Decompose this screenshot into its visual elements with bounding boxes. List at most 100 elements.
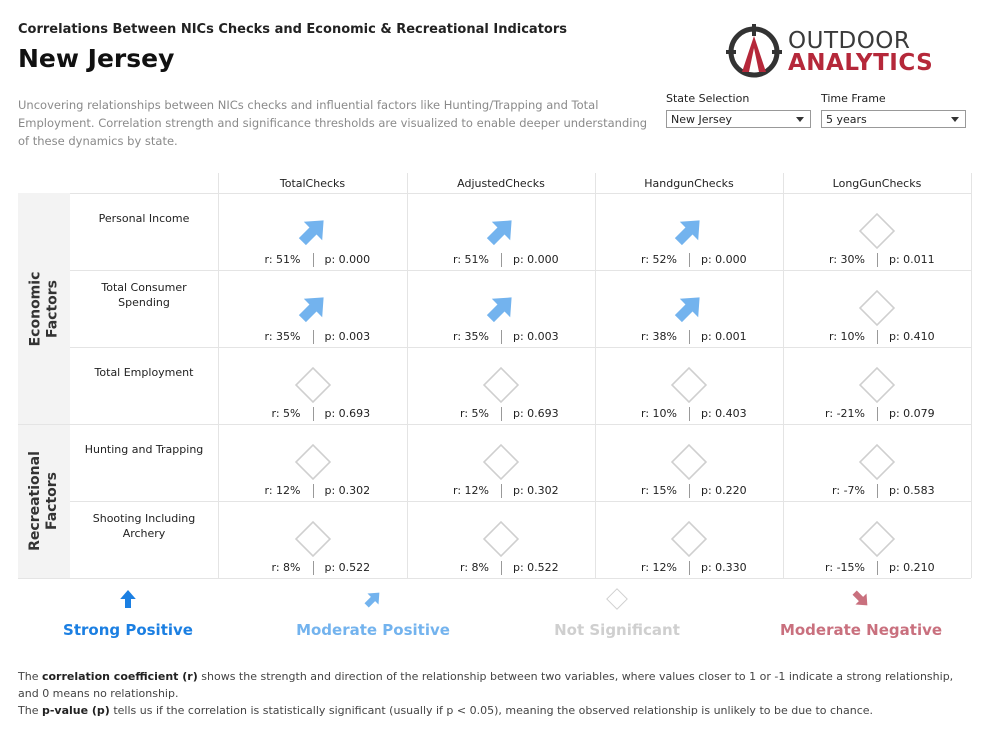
p-value: p: 0.001 <box>701 330 747 343</box>
note-pre: The <box>18 670 42 683</box>
indicator-icon <box>674 220 700 246</box>
p-value: p: 0.011 <box>889 253 935 266</box>
indicator-icon <box>670 366 708 404</box>
column-header: HandgunChecks <box>644 177 734 190</box>
grid-line <box>595 173 596 578</box>
icon-shape <box>674 297 700 323</box>
icon-shape <box>364 592 380 608</box>
r-value: r: 35% <box>453 330 489 343</box>
filter-dropdown[interactable]: 5 years <box>821 110 966 128</box>
diamond <box>670 520 708 558</box>
diamond <box>482 443 520 481</box>
indicator-icon <box>294 520 331 558</box>
icon-shape <box>670 520 708 558</box>
r-value: r: 12% <box>264 484 301 497</box>
grid-line <box>312 484 314 498</box>
logo-icon <box>726 24 782 78</box>
column-header: AdjustedChecks <box>457 177 545 190</box>
icon-shape <box>858 289 896 327</box>
state-title: New Jersey <box>18 44 175 73</box>
grid-line <box>312 330 314 344</box>
icon-shape <box>120 590 136 608</box>
icon-shape <box>670 366 708 404</box>
indicator-icon <box>486 297 512 323</box>
logo-line2: ANALYTICS <box>788 50 934 76</box>
diamond <box>858 212 896 250</box>
group-label-box: Recreational Factors <box>18 424 70 578</box>
indicator-icon <box>486 220 512 246</box>
legend-label: Not Significant <box>554 621 680 639</box>
icon-shape <box>294 366 331 404</box>
filter-dropdown[interactable]: New Jersey <box>666 110 811 128</box>
diamond <box>482 366 520 404</box>
icon-shape <box>858 366 896 404</box>
row-label: Total Employment <box>94 365 194 379</box>
p-value: p: 0.000 <box>324 253 371 266</box>
subtitle: Correlations Between NICs Checks and Eco… <box>18 22 568 37</box>
grid-line <box>877 407 878 421</box>
indicator-icon <box>670 520 708 558</box>
grid-line <box>877 561 878 575</box>
p-value: p: 0.302 <box>324 484 371 497</box>
diamond <box>670 443 708 481</box>
r-value: r: 8% <box>271 561 301 574</box>
grid-line <box>689 407 690 421</box>
indicator-icon <box>858 520 896 558</box>
grid-line <box>312 253 314 267</box>
logo-line1: OUTDOOR <box>788 28 911 54</box>
grid-line <box>689 253 690 267</box>
diamond <box>670 366 708 404</box>
row-label: Shooting Including Archery <box>92 512 196 540</box>
r-value: r: 12% <box>453 484 489 497</box>
grid-line <box>877 253 878 267</box>
group-label-box: Economic Factors <box>18 193 70 424</box>
grid-line <box>877 484 878 498</box>
p-value: p: 0.003 <box>513 330 559 343</box>
p-value: p: 0.210 <box>889 561 935 574</box>
diamond <box>858 289 896 327</box>
r-value: r: 12% <box>641 561 677 574</box>
indicator-icon <box>858 212 896 250</box>
r-value: r: -7% <box>832 484 865 497</box>
arrow <box>364 592 380 608</box>
note-post: tells us if the correlation is statistic… <box>109 704 874 717</box>
indicator-icon <box>482 366 520 404</box>
arrow <box>120 590 136 608</box>
p-value: p: 0.522 <box>513 561 559 574</box>
r-value: r: 8% <box>460 561 489 574</box>
grid-line <box>689 561 690 575</box>
p-value: p: 0.403 <box>701 407 747 420</box>
grid-line <box>689 330 690 344</box>
group-label: Recreational Factors <box>27 451 60 551</box>
diamond <box>482 520 520 558</box>
arrow <box>674 297 700 323</box>
indicator-icon <box>670 443 708 481</box>
icon-shape <box>294 443 331 481</box>
row-label: Hunting and Trapping <box>84 442 204 456</box>
grid-line <box>218 173 219 578</box>
filter-label: Time Frame <box>821 92 886 105</box>
grid-line <box>70 424 971 425</box>
indicator-icon <box>482 443 520 481</box>
icon-shape <box>486 220 512 246</box>
icon-shape <box>482 443 520 481</box>
p-value: p: 0.220 <box>701 484 747 497</box>
description: Uncovering relationships between NICs ch… <box>18 98 648 148</box>
r-value: r: 30% <box>829 253 865 266</box>
row-label: Personal Income <box>98 211 190 225</box>
r-value: r: 51% <box>453 253 489 266</box>
p-value: p: 0.693 <box>324 407 371 420</box>
legend-label: Moderate Positive <box>296 621 450 639</box>
indicator-icon <box>364 592 380 608</box>
r-value: r: 10% <box>829 330 865 343</box>
diamond <box>606 588 628 610</box>
r-value: r: -15% <box>825 561 865 574</box>
p-value: p: 0.079 <box>889 407 935 420</box>
note-post: shows the strength and direction of the … <box>18 670 954 700</box>
icon-shape <box>852 590 868 606</box>
arrow <box>486 297 512 323</box>
indicator-icon <box>120 590 136 608</box>
diamond <box>294 443 331 481</box>
icon-shape <box>858 212 896 250</box>
